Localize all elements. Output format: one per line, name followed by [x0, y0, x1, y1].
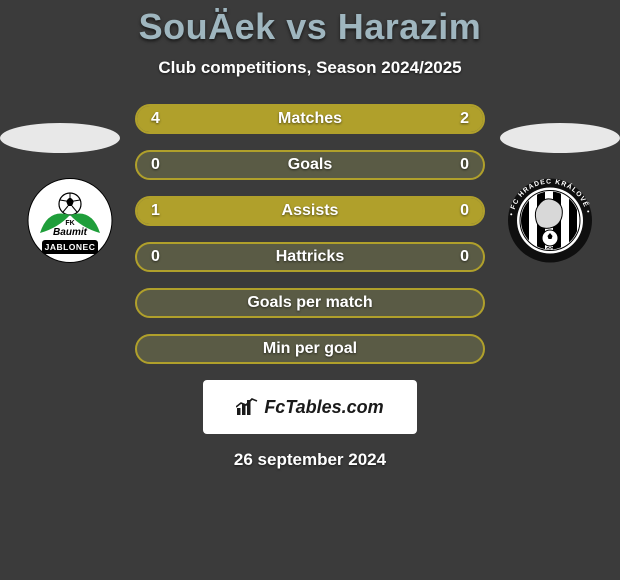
- stat-value-right: 0: [460, 202, 469, 220]
- stat-value-right: 0: [460, 156, 469, 174]
- stat-row: Goals per match: [135, 288, 485, 318]
- page-title: SouÄek vs Harazim: [139, 6, 482, 48]
- stat-label: Hattricks: [276, 248, 344, 266]
- left-logo-pad: [0, 123, 120, 153]
- stat-value-right: 0: [460, 248, 469, 266]
- stat-row: 4 2 Matches: [135, 104, 485, 134]
- footer-date: 26 september 2024: [234, 450, 386, 470]
- club-logo-right: • FC HRADEC KRÁLOVÉ • 1905: [500, 178, 600, 263]
- club-left-line2: Baumit: [53, 227, 88, 238]
- chart-icon: [236, 398, 258, 416]
- stat-row: Min per goal: [135, 334, 485, 364]
- stat-label: Matches: [278, 110, 342, 128]
- stat-label: Min per goal: [263, 340, 357, 358]
- stat-row: 0 0 Hattricks: [135, 242, 485, 272]
- stat-label: Goals per match: [247, 294, 372, 312]
- footer-brand: FcTables.com: [264, 397, 383, 418]
- club-left-line1: FK: [65, 220, 74, 227]
- stat-value-left: 0: [151, 248, 160, 266]
- stat-value-right: 2: [460, 110, 469, 128]
- content-root: SouÄek vs Harazim Club competitions, Sea…: [0, 0, 620, 580]
- right-logo-pad: [500, 123, 620, 153]
- page-subtitle: Club competitions, Season 2024/2025: [158, 58, 461, 78]
- stat-row: 1 0 Assists: [135, 196, 485, 226]
- club-left-line3: JABLONEC: [45, 242, 96, 252]
- stat-value-left: 1: [151, 202, 160, 220]
- footer-badge: FcTables.com: [203, 380, 417, 434]
- stat-value-left: 4: [151, 110, 160, 128]
- stat-label: Goals: [288, 156, 332, 174]
- stat-label: Assists: [282, 202, 339, 220]
- stat-value-left: 0: [151, 156, 160, 174]
- stat-row: 0 0 Goals: [135, 150, 485, 180]
- club-logo-left: FK Baumit JABLONEC: [20, 178, 120, 263]
